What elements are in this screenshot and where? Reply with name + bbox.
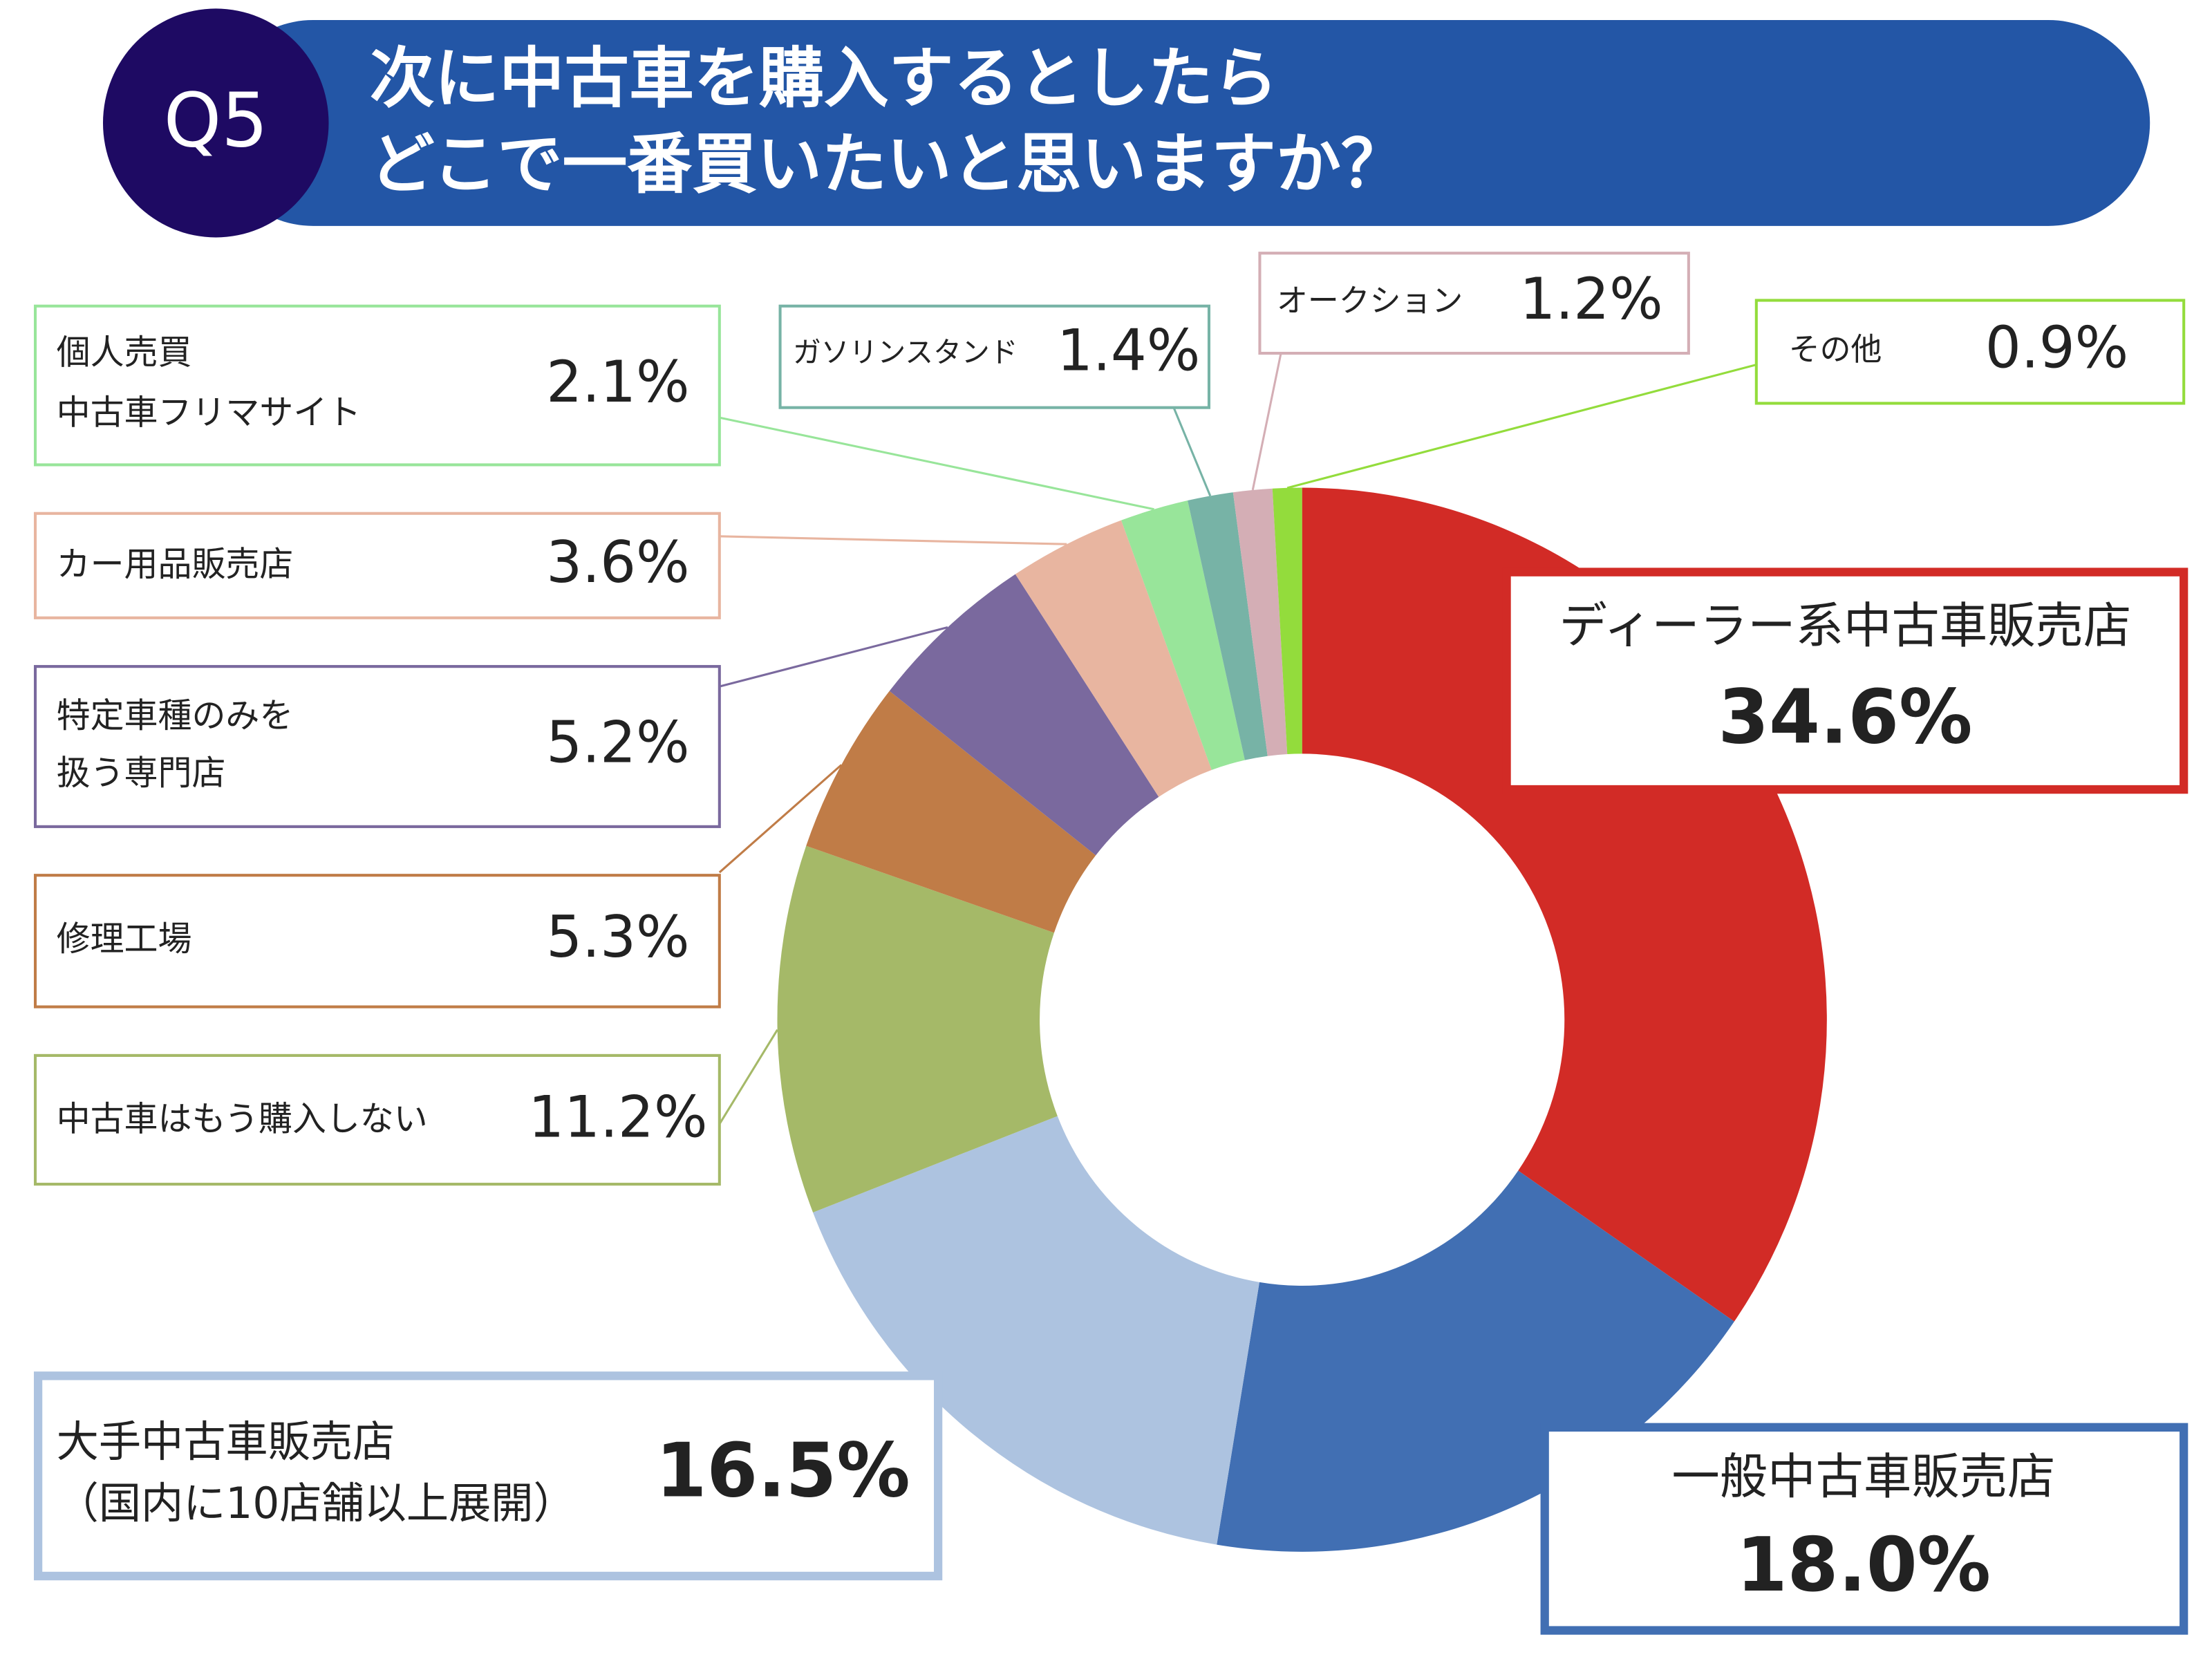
slice [1272, 487, 1302, 754]
category-label: オークション [1277, 282, 1463, 319]
connector [718, 1029, 778, 1125]
slice [1015, 520, 1212, 797]
label-box [1540, 1423, 2188, 1635]
connector [718, 764, 843, 874]
connector [719, 416, 1154, 511]
badge [102, 8, 329, 238]
category-label: （国内に10店舗以上展開） [57, 1478, 576, 1528]
slice [1217, 1170, 1734, 1552]
slice [1188, 492, 1268, 760]
category-label: 一般中古車販売店 [1671, 1449, 2055, 1506]
chart-title: 次に中古車を購入するとしたら [370, 40, 1278, 117]
category-label: 大手中古車販売店 [57, 1416, 395, 1467]
value-label: 11.2% [528, 1085, 707, 1151]
value-label: 2.1% [546, 350, 689, 416]
category-label: 修理工場 [57, 919, 192, 959]
value-label: 18.0% [1736, 1523, 1991, 1609]
category-label: 個人売買 [57, 332, 192, 372]
label-box [33, 1371, 943, 1581]
connector [719, 626, 948, 688]
connector [1286, 364, 1757, 489]
value-label: 1.2% [1519, 267, 1662, 333]
category-label: ディーラー系中古車販売店 [1559, 598, 2132, 655]
label-box [33, 1053, 721, 1186]
label-box [778, 304, 1211, 409]
title-banner [212, 19, 2150, 226]
category-label: 中古車フリマサイト [57, 392, 362, 432]
category-label: ガソリンスタンド [793, 336, 1018, 369]
slice [777, 845, 1058, 1212]
slice [889, 574, 1159, 856]
label-box [1258, 252, 1690, 355]
label-box [1754, 299, 2186, 405]
value-label: 1.4% [1057, 318, 1200, 384]
category-label: その他 [1789, 331, 1882, 368]
chart-title: どこで一番買いたいと思いますか？ [370, 126, 1406, 203]
category-label: 中古車はもう購入しない [57, 1098, 428, 1138]
value-label: 3.6% [546, 529, 689, 596]
label-box [1502, 568, 2188, 794]
value-label: 16.5% [656, 1428, 910, 1515]
slice [806, 691, 1096, 933]
connector [719, 535, 1067, 545]
value-label: 34.6% [1718, 675, 1972, 761]
category-label: 扱う専門店 [57, 753, 226, 793]
badge-text: Q5 [164, 78, 268, 165]
slice [1232, 488, 1288, 756]
label-box [33, 874, 721, 1009]
connector [1251, 353, 1282, 491]
slice [813, 1116, 1259, 1545]
value-label: 5.2% [546, 710, 689, 776]
category-label: 特定車種のみを [57, 695, 294, 735]
value-label: 0.9% [1985, 315, 2128, 382]
label-box [33, 665, 721, 828]
connector [1172, 407, 1212, 496]
label-box [33, 304, 721, 467]
label-box [33, 512, 721, 619]
value-label: 5.3% [546, 904, 689, 971]
slice [1121, 500, 1245, 770]
category-label: カー用品販売店 [57, 544, 294, 584]
